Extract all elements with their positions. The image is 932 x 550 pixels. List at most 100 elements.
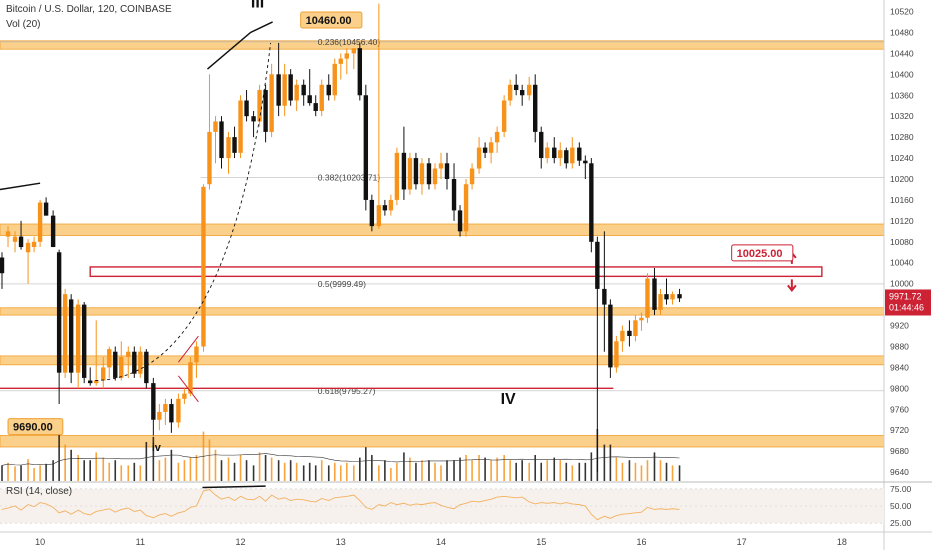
candle-body <box>50 215 56 248</box>
candle-body <box>426 163 432 185</box>
candle-body <box>482 147 488 153</box>
price-axis-tick: 10520 <box>890 7 914 17</box>
countdown-label: 01:44:46 <box>889 302 924 312</box>
price-axis-tick: 10120 <box>890 216 914 226</box>
candle-body <box>238 100 243 153</box>
candle-body <box>652 278 657 310</box>
candle-body <box>332 63 337 96</box>
fib-level-label: 0.382(10203.71) <box>318 172 381 182</box>
candle-body <box>419 163 425 185</box>
candle-body <box>633 320 638 337</box>
candle-body <box>501 100 507 132</box>
candle-body <box>101 367 106 381</box>
fib-level-label: 0.5(9999.49) <box>318 279 366 289</box>
candle-body <box>614 341 619 368</box>
candle-body <box>526 84 532 96</box>
candle-body <box>382 205 388 211</box>
time-axis-tick: 10 <box>35 537 45 547</box>
chart-title: Bitcoin / U.S. Dollar, 120, COINBASE <box>6 4 172 15</box>
candle-body <box>664 294 669 300</box>
volume-average-line <box>1 453 680 466</box>
candle-body <box>338 58 343 64</box>
time-axis-tick: 18 <box>837 537 847 547</box>
price-axis-tick: 9880 <box>890 341 909 351</box>
candle-body <box>444 163 450 180</box>
candle-body <box>369 199 375 227</box>
candle-body <box>31 241 37 248</box>
candle-body <box>119 356 124 378</box>
price-axis-tick: 10280 <box>890 132 914 142</box>
price-axis-tick: 10400 <box>890 69 914 79</box>
candle-body <box>56 252 62 373</box>
price-axis-tick: 9800 <box>890 383 909 393</box>
candle-body <box>107 349 112 368</box>
fib-level-label: 0.236(10456.40) <box>318 37 381 47</box>
candle-body <box>552 147 557 159</box>
candle-body <box>81 304 87 378</box>
candle-body <box>219 121 224 159</box>
rsi-axis-tick: 50.00 <box>890 501 912 511</box>
candle-body <box>351 48 357 54</box>
down-arrow-icon <box>787 279 797 292</box>
price-callout-box <box>7 418 64 436</box>
price-axis-tick: 10480 <box>890 27 914 37</box>
price-axis-tick: 10040 <box>890 258 914 268</box>
rsi-trend-line <box>202 485 266 489</box>
candle-body <box>68 299 74 373</box>
candle-body <box>595 241 600 289</box>
candle-body <box>113 351 118 378</box>
wave-trend-line <box>206 21 273 70</box>
candle-body <box>282 74 287 106</box>
candle-body <box>226 137 231 159</box>
candle-body <box>232 137 237 153</box>
candle-body <box>558 150 563 159</box>
candle-body <box>194 346 199 363</box>
candle-body <box>138 351 143 374</box>
target-box <box>89 266 823 278</box>
candle-body <box>577 147 582 161</box>
price-axis-tick: 9840 <box>890 362 909 372</box>
wave-label: III <box>251 0 264 11</box>
candle-body <box>608 304 613 368</box>
candle-body <box>602 288 607 305</box>
candle-body <box>488 142 494 153</box>
candle-body <box>533 84 538 132</box>
candle-body <box>494 131 500 143</box>
price-axis-tick: 10000 <box>890 279 914 289</box>
candle-body <box>627 330 632 337</box>
support-resistance-zone <box>0 307 885 316</box>
price-axis-tick: 9680 <box>890 446 909 456</box>
candle-body <box>288 74 293 101</box>
price-callout-label: 9690.00 <box>13 422 53 434</box>
candle-body <box>294 84 299 101</box>
candle-body <box>0 257 5 274</box>
rsi-indicator-label: RSI (14, close) <box>6 486 72 497</box>
candle-body <box>43 202 49 216</box>
candle-body <box>307 95 312 104</box>
price-axis-tick: 10200 <box>890 174 914 184</box>
candle-body <box>163 404 168 412</box>
candle-body <box>157 411 162 420</box>
candle-body <box>176 398 181 423</box>
candle-body <box>432 168 438 185</box>
trend-line <box>0 182 41 191</box>
fib-level-label: 0.618(9795.27) <box>318 386 376 396</box>
candle-body <box>363 95 369 200</box>
candle-body <box>513 84 519 91</box>
candle-body <box>645 278 650 318</box>
candle-body <box>144 351 149 384</box>
candle-body <box>75 304 81 373</box>
time-axis-tick: 16 <box>636 537 646 547</box>
dashed-arc <box>95 42 272 381</box>
candle-body <box>469 168 475 185</box>
support-resistance-zone <box>0 223 885 236</box>
price-callout-label: 10025.00 <box>737 248 783 260</box>
candle-body <box>670 294 675 300</box>
price-axis-tick: 9760 <box>890 404 909 414</box>
candle-body <box>313 103 318 111</box>
time-axis-tick: 14 <box>436 537 446 547</box>
candle-body <box>25 242 31 253</box>
candle-body <box>201 186 206 347</box>
volume-indicator-label: Vol (20) <box>6 19 41 30</box>
